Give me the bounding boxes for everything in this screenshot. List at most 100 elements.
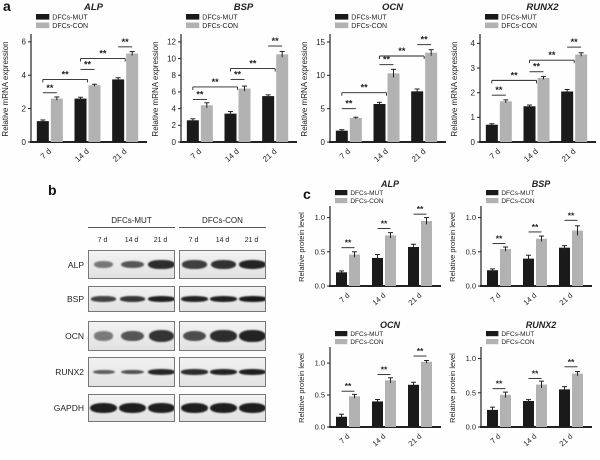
panel-b-western-blots: b DFCs-MUT 7 d 14 d 21 d DFCs-CON 7 d 14 d 21 d… (40, 182, 296, 458)
legend-swatch (185, 14, 199, 20)
blot-band (209, 296, 238, 302)
y-tick-label: 1.0 (466, 354, 476, 363)
bar-DFCs-CON-7 d (350, 118, 363, 142)
blot-band (238, 329, 265, 343)
legend-swatch (486, 198, 499, 204)
legend-swatch (335, 14, 349, 20)
y-tick-label: 10 (167, 54, 176, 63)
bar-DFCs-CON-21 d (421, 221, 432, 286)
legend-label: DFCs-CON (501, 23, 537, 30)
y-tick-label: 0.0 (315, 282, 325, 291)
bar-DFCs-CON-14 d (88, 85, 101, 142)
bar-DFCs-CON-21 d (575, 54, 588, 142)
bar-DFCs-CON-7 d (349, 396, 360, 427)
x-tick-label: 7 d (338, 291, 352, 305)
blot-box-RUNX2-con (179, 357, 266, 387)
bar-DFCs-MUT-21 d (408, 384, 419, 427)
y-tick-label: 8 (171, 71, 176, 80)
y-tick-label: 0 (321, 138, 326, 147)
sig-label: ** (381, 365, 388, 375)
legend-label: DFCs-MUT (501, 331, 534, 338)
sig-label: ** (383, 55, 391, 65)
sig-label: ** (46, 83, 54, 93)
chart-title: OCN (382, 2, 404, 13)
blot-box-BSP-con (179, 286, 266, 312)
sig-label: ** (496, 234, 503, 244)
bar-DFCs-CON-21 d (572, 230, 583, 286)
bar-DFCs-CON-21 d (275, 54, 288, 142)
y-axis-label: Relative protein level (448, 353, 457, 423)
bar-DFCs-CON-14 d (536, 238, 547, 286)
y-axis-label: Relative mRNA expression (151, 41, 160, 136)
sig-label: ** (496, 379, 503, 389)
bar-DFCs-MUT-21 d (559, 247, 570, 286)
y-axis-label: Relative protein level (297, 212, 306, 282)
x-tick-label: 21 d (406, 432, 423, 448)
blot-box-BSP-mut (88, 286, 175, 312)
legend-swatch (486, 331, 499, 337)
blot-box-GAPDH-mut (88, 394, 175, 422)
sig-label: ** (122, 37, 130, 47)
x-tick-label: 14 d (373, 147, 391, 164)
legend-swatch (335, 198, 348, 204)
blot-band (238, 369, 265, 375)
y-axis-label: Relative mRNA expression (1, 41, 10, 136)
y-tick-label: 0 (471, 138, 476, 147)
blot-band (147, 402, 174, 414)
blot-lane-label: 14 d (124, 237, 139, 244)
blot-band (118, 402, 147, 414)
legend-label: DFCs-MUT (52, 15, 88, 22)
y-tick-label: 0.5 (315, 247, 325, 256)
x-tick-label: 14 d (370, 432, 387, 448)
blot-band (93, 261, 114, 268)
bar-DFCs-MUT-7 d (485, 124, 498, 142)
blot-box-ALP-mut (88, 250, 175, 279)
y-tick-label: 15 (316, 38, 325, 47)
blot-band (180, 402, 209, 414)
bar-DFCs-MUT-14 d (372, 257, 383, 286)
bar-DFCs-MUT-21 d (112, 79, 125, 142)
legend-label: DFCs-MUT (501, 190, 534, 197)
bar-DFCs-CON-7 d (500, 394, 511, 427)
y-tick-label: 0.0 (466, 423, 476, 432)
panel-a-label: a (3, 0, 11, 14)
x-tick-label: 14 d (521, 432, 538, 448)
blot-box-OCN-mut (88, 321, 175, 351)
y-tick-label: 1.0 (315, 359, 325, 368)
blot-row-label-ALP: ALP (67, 259, 84, 270)
y-tick-label: 2 (22, 104, 27, 113)
blot-row-label-GAPDH: GAPDH (53, 403, 84, 413)
y-tick-label: 1 (471, 113, 476, 122)
bar-DFCs-CON-21 d (126, 53, 139, 142)
blot-band (238, 296, 265, 302)
sig-label: ** (381, 219, 388, 229)
y-tick-label: 1.0 (466, 213, 476, 222)
y-tick-label: 0 (171, 138, 176, 147)
bar-DFCs-MUT-21 d (261, 96, 274, 142)
blot-band (121, 330, 144, 342)
x-tick-label: 7 d (488, 147, 502, 161)
sig-label: ** (249, 59, 257, 69)
sig-label: ** (211, 77, 219, 87)
y-tick-label: 6 (171, 88, 176, 97)
y-tick-label: 3 (471, 64, 476, 73)
x-tick-label: 7 d (39, 147, 53, 161)
y-tick-label: 0.0 (466, 282, 476, 291)
legend-label: DFCs-CON (501, 339, 535, 346)
sig-label: ** (532, 368, 539, 378)
bar-DFCs-MUT-21 d (561, 91, 574, 142)
y-tick-label: 2 (171, 121, 176, 130)
legend-label: DFCs-MUT (501, 15, 537, 22)
blot-band (181, 369, 208, 375)
y-tick-label: 0.5 (466, 247, 476, 256)
blot-box-OCN-con (179, 321, 266, 351)
bar-DFCs-MUT-14 d (74, 98, 87, 142)
sig-label: ** (421, 35, 429, 45)
blot-band (238, 402, 265, 414)
bar-DFCs-MUT-14 d (372, 401, 383, 427)
